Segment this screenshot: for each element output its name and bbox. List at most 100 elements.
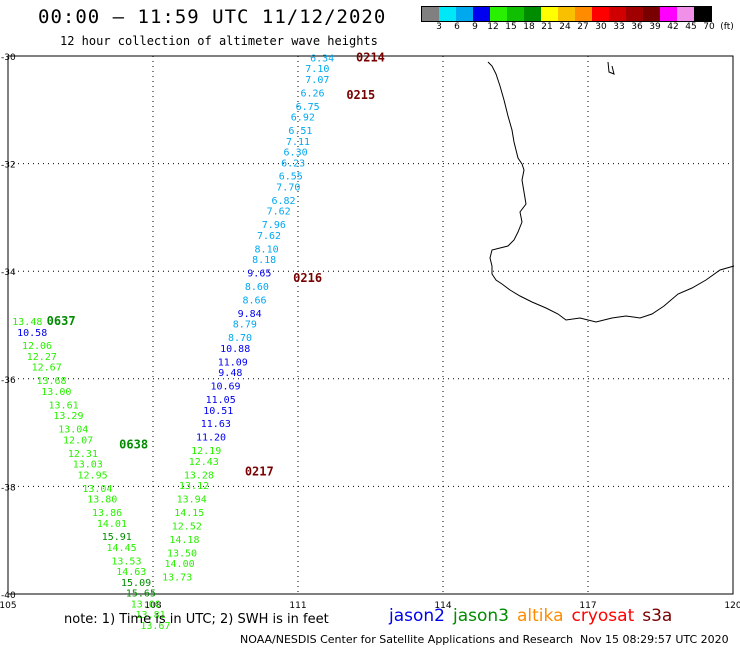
legend-swatch xyxy=(609,7,626,21)
wave-height-value: 13.94 xyxy=(177,495,207,506)
wave-height-value: 12.95 xyxy=(78,470,108,481)
lon-tick-label: 114 xyxy=(434,601,451,611)
pass-time-label: 0217 xyxy=(245,465,274,479)
wave-height-value: 13.80 xyxy=(87,495,117,506)
map-grid: 105 108 111 114 117 120 -30 -32 -34 -36 -38 -40 xyxy=(0,53,740,611)
legend-label: 12 xyxy=(487,22,499,32)
legend-label: 21 xyxy=(541,22,553,32)
legend-swatch xyxy=(422,7,439,21)
legend-swatch xyxy=(541,7,558,21)
legend-label: 18 xyxy=(523,22,535,32)
wave-height-value: 12.31 xyxy=(68,449,98,460)
wave-height-value: 6.34 xyxy=(310,53,334,64)
legend-swatch xyxy=(473,7,490,21)
wave-height-labels: 6.347.107.07 6.26 6.756.92 6.517.116.306.23… xyxy=(12,50,385,632)
wave-height-value: 11.05 xyxy=(206,395,236,406)
wave-height-value: 13.04 xyxy=(82,484,112,495)
lat-tick-label: -32 xyxy=(1,161,16,171)
wave-height-value: 8.18 xyxy=(252,255,276,266)
lon-tick-label: 105 xyxy=(0,601,17,611)
legend-swatch xyxy=(456,7,473,21)
legend-swatch xyxy=(660,7,677,21)
wave-height-value: 6.26 xyxy=(300,88,324,99)
legend-swatch xyxy=(677,7,694,21)
legend-label: 6 xyxy=(454,22,460,32)
pass-time-label: 0216 xyxy=(293,271,322,285)
wave-height-value: 13.50 xyxy=(167,548,197,559)
wave-height-value: 14.63 xyxy=(116,567,146,578)
wave-height-value: 9.84 xyxy=(238,309,262,320)
lat-tick-label: -30 xyxy=(1,53,16,63)
wave-height-value: 12.19 xyxy=(191,446,221,457)
satellite-cryosat: cryosat xyxy=(571,606,635,626)
wave-height-value: 7.62 xyxy=(267,207,291,218)
legend-label: 3 xyxy=(436,22,442,32)
island-outline xyxy=(607,61,615,75)
satellite-s3a: s3a xyxy=(642,606,673,626)
wave-height-value: 6.82 xyxy=(271,196,295,207)
footer-credit: NOAA/NESDIS Center for Satellite Applica… xyxy=(240,633,574,646)
wave-height-value: 13.04 xyxy=(58,425,88,436)
lat-tick-label: -34 xyxy=(1,268,16,278)
wave-height-value: 12.27 xyxy=(27,352,57,363)
pass-time-label: 0215 xyxy=(346,88,375,102)
legend-label: 70 xyxy=(703,22,715,32)
page-title: 00:00 – 11:59 UTC 11/12/2020 xyxy=(38,6,387,28)
wave-height-value: 11.20 xyxy=(196,433,226,444)
lon-tick-label: 108 xyxy=(144,601,161,611)
wave-height-value: 13.68 xyxy=(36,376,66,387)
legend-label: (ft) xyxy=(720,22,734,32)
wave-height-value: 6.75 xyxy=(296,102,320,113)
wave-height-value: 6.23 xyxy=(281,158,305,169)
wave-height-value: 13.61 xyxy=(49,400,79,411)
legend-swatch xyxy=(507,7,524,21)
legend-label: 39 xyxy=(649,22,661,32)
legend-swatches xyxy=(421,6,712,22)
note-text: note: 1) Time is in UTC; 2) SWH is in fe… xyxy=(64,612,329,627)
footer-timestamp: Nov 15 08:29:57 UTC 2020 xyxy=(580,633,729,646)
wave-height-value: 12.06 xyxy=(22,341,52,352)
wave-height-value: 15.65 xyxy=(126,589,156,600)
legend-swatch xyxy=(524,7,541,21)
wave-height-value: 7.07 xyxy=(305,75,329,86)
wave-height-value: 7.62 xyxy=(257,231,281,242)
wave-height-value: 11.63 xyxy=(201,419,231,430)
wave-height-value: 8.79 xyxy=(233,320,257,331)
lon-tick-label: 120 xyxy=(724,601,740,611)
wave-height-value: 12.67 xyxy=(32,363,62,374)
wave-height-value: 8.70 xyxy=(228,333,252,344)
wave-height-value: 15.09 xyxy=(121,578,151,589)
wave-height-value: 6.51 xyxy=(288,126,312,137)
wave-height-value: 13.67 xyxy=(140,621,170,632)
legend-swatch xyxy=(439,7,456,21)
wave-height-value: 11.09 xyxy=(218,357,248,368)
legend-label: 42 xyxy=(667,22,679,32)
wave-height-value: 14.45 xyxy=(107,543,137,554)
wave-height-value: 6.92 xyxy=(291,113,315,124)
legend-swatch xyxy=(694,7,711,21)
wave-height-value: 14.18 xyxy=(169,535,199,546)
wave-height-value: 6.55 xyxy=(279,172,303,183)
wave-height-value: 13.29 xyxy=(53,411,83,422)
legend-swatch xyxy=(558,7,575,21)
legend-label: 9 xyxy=(472,22,478,32)
wave-height-value: 9.65 xyxy=(247,269,271,280)
satellite-altika: altika xyxy=(517,606,564,626)
legend-labels: 3 6 9 12 15 18 21 24 27 30 33 36 39 42 45 70 (ft) xyxy=(421,22,740,34)
lon-tick-label: 117 xyxy=(579,601,596,611)
wave-height-value: 14.15 xyxy=(174,508,204,519)
wave-height-value: 8.60 xyxy=(245,282,269,293)
map-frame xyxy=(7,55,734,595)
legend-label: 30 xyxy=(595,22,607,32)
legend-swatch xyxy=(490,7,507,21)
satellite-jason3: jason3 xyxy=(453,606,509,626)
wave-height-value: 9.48 xyxy=(218,368,242,379)
legend-swatch xyxy=(575,7,592,21)
wave-height-value: 10.88 xyxy=(220,344,250,355)
legend-label: 15 xyxy=(505,22,517,32)
wave-height-value: 12.52 xyxy=(172,521,202,532)
satellite-jason2: jason2 xyxy=(389,606,445,626)
wave-height-value: 13.28 xyxy=(184,470,214,481)
legend-label: 36 xyxy=(631,22,643,32)
